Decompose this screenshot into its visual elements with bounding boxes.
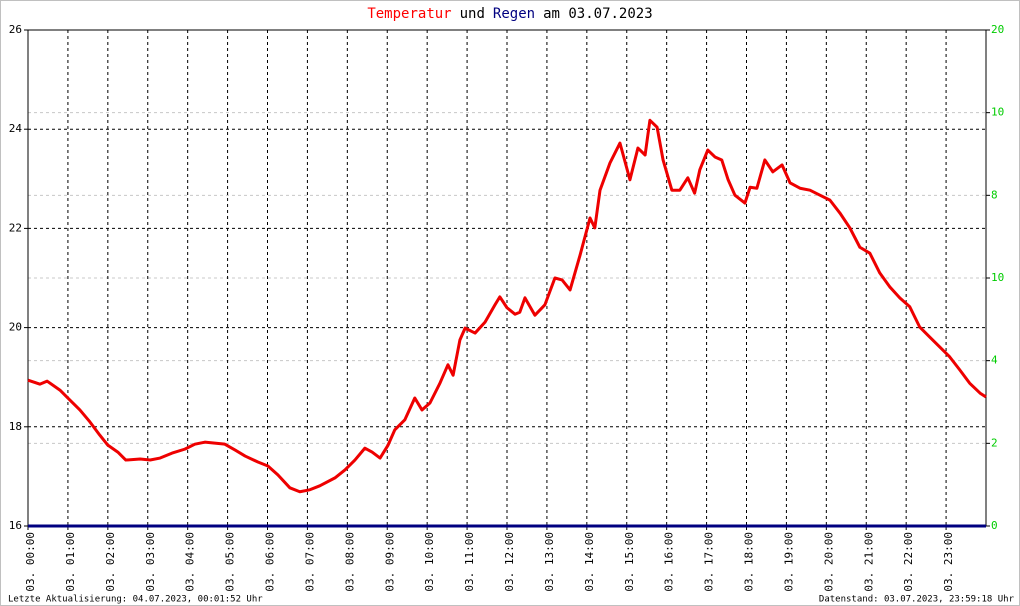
x-tick-label: 03. 20:00	[822, 532, 835, 592]
x-tick-label: 03. 03:00	[144, 532, 157, 592]
x-tick-label: 03. 12:00	[503, 532, 516, 592]
y2-tick-label: 10	[991, 106, 1004, 119]
title-part: am 03.07.2023	[543, 6, 653, 22]
x-tick-label: 03. 15:00	[623, 532, 636, 592]
y2-tick-label: 4	[991, 354, 998, 367]
x-tick-label: 03. 22:00	[902, 532, 915, 592]
x-tick-label: 03. 16:00	[663, 532, 676, 592]
x-tick-label: 03. 02:00	[104, 532, 117, 592]
title-part: Temperatur	[367, 6, 451, 22]
y-tick-label: 24	[9, 122, 23, 135]
title-part: und	[460, 6, 485, 22]
y-tick-label: 18	[9, 420, 22, 433]
x-tick-label: 03. 21:00	[862, 532, 875, 592]
title-part: Regen	[493, 6, 535, 22]
x-tick-label: 03. 10:00	[423, 532, 436, 592]
x-tick-label: 03. 11:00	[463, 532, 476, 592]
y2-tick-label: 2	[991, 436, 998, 449]
y2-tick-label: 8	[991, 188, 998, 201]
x-tick-label: 03. 01:00	[64, 532, 77, 592]
y2-tick-label: 10	[991, 271, 1004, 284]
y-tick-label: 20	[9, 321, 22, 334]
y-tick-label: 26	[9, 23, 22, 36]
x-tick-label: 03. 05:00	[224, 532, 237, 592]
x-tick-label: 03. 14:00	[583, 532, 596, 592]
x-tick-label: 03. 13:00	[543, 532, 556, 592]
x-tick-label: 03. 18:00	[743, 532, 756, 592]
x-tick-label: 03. 09:00	[383, 532, 396, 592]
x-tick-label: 03. 07:00	[303, 532, 316, 592]
footer-right: Datenstand: 03.07.2023, 23:59:18 Uhr	[819, 595, 1015, 605]
footer-left: Letzte Aktualisierung: 04.07.2023, 00:01…	[8, 595, 263, 605]
series-line	[27, 118, 987, 494]
x-tick-label: 03. 06:00	[264, 532, 277, 592]
x-tick-label: 03. 23:00	[942, 532, 955, 592]
x-tick-label: 03. 17:00	[703, 532, 716, 592]
y-tick-label: 22	[9, 221, 22, 234]
x-tick-label: 03. 04:00	[184, 532, 197, 592]
y2-tick-label: 0	[991, 519, 998, 532]
y2-tick-label: 20	[991, 23, 1004, 36]
x-tick-label: 03. 00:00	[24, 532, 37, 592]
x-tick-label: 03. 08:00	[343, 532, 356, 592]
chart-title: Temperatur und Regen am 03.07.2023	[367, 6, 652, 22]
y-tick-label: 16	[9, 519, 22, 532]
x-tick-label: 03. 19:00	[782, 532, 795, 592]
